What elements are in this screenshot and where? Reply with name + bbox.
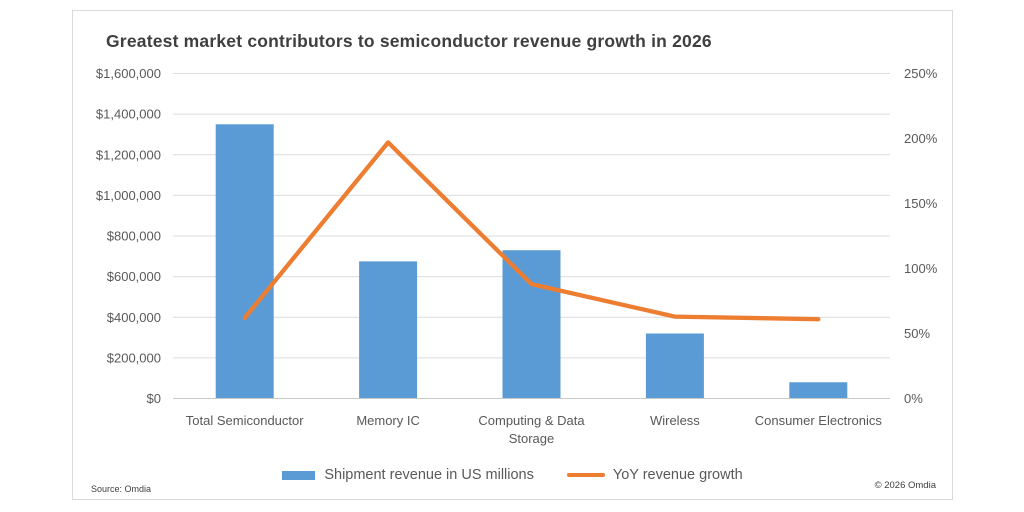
left-axis-tick-label: $400,000	[107, 310, 161, 325]
left-axis-tick-label: $200,000	[107, 350, 161, 365]
bar-series-swatch-icon	[282, 470, 316, 480]
category-label-consumer-electronics: Consumer Electronics	[755, 413, 883, 428]
left-axis-tick-label: $800,000	[107, 229, 161, 244]
right-axis-tick-label: 150%	[904, 196, 938, 211]
category-label-wireless: Wireless	[650, 413, 700, 428]
category-label-memory-ic: Memory IC	[356, 413, 420, 428]
left-axis-tick-label: $1,400,000	[96, 107, 161, 122]
legend: Shipment revenue in US millions YoY reve…	[73, 467, 952, 483]
left-axis-tick-label: $1,600,000	[96, 66, 161, 81]
bar-memory-ic	[359, 261, 418, 399]
right-axis-tick-label: 0%	[904, 391, 923, 406]
chart-title: Greatest market contributors to semicond…	[106, 31, 712, 51]
source-note: Source: Omdia	[91, 484, 152, 494]
legend-item-yoy-growth: YoY revenue growth	[566, 467, 743, 483]
legend-label-yoy-growth: YoY revenue growth	[612, 467, 743, 483]
bar-computing-data-storage	[502, 250, 561, 399]
category-label-total-semiconductor: Total Semiconductor	[186, 413, 304, 428]
bar-wireless	[645, 333, 704, 399]
left-axis-tick-label: $0	[147, 391, 161, 406]
right-axis-tick-label: 100%	[904, 261, 938, 276]
category-label-computing-data-storage: Storage	[509, 431, 555, 446]
left-axis-tick-label: $1,200,000	[96, 147, 161, 162]
chart-plot-area: $1,600,000 $1,400,000 $1,200,000 $1,000,000…	[96, 66, 938, 446]
right-axis-tick-label: 200%	[904, 131, 938, 146]
bar-total-semiconductor	[215, 124, 274, 399]
right-axis-tick-label: 50%	[904, 326, 930, 341]
copyright-note: © 2026 Omdia	[874, 480, 936, 491]
bar-consumer-electronics	[789, 382, 848, 399]
legend-item-shipment-revenue: Shipment revenue in US millions	[282, 467, 534, 483]
right-axis-tick-label: 250%	[904, 66, 938, 81]
legend-label-shipment-revenue: Shipment revenue in US millions	[324, 467, 534, 483]
yoy-revenue-growth-line	[242, 140, 821, 322]
category-label-computing-data-storage: Computing & Data	[478, 413, 585, 428]
chart-card: Greatest market contributors to semicond…	[72, 10, 953, 500]
left-axis-tick-label: $1,000,000	[96, 188, 161, 203]
left-axis-tick-label: $600,000	[107, 269, 161, 284]
line-series-swatch-icon	[566, 472, 605, 478]
